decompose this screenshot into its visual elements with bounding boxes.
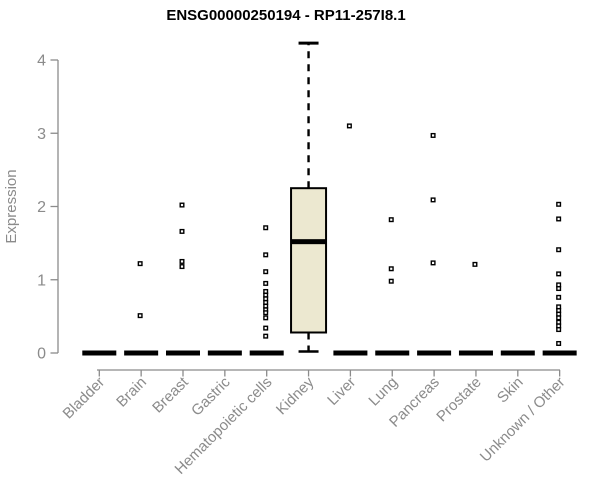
outlier-point	[179, 228, 185, 234]
x-category-label: Prostate	[433, 374, 485, 426]
zero-median-bar	[375, 350, 410, 356]
y-tick-label: 4	[37, 53, 46, 70]
outlier-point	[179, 264, 185, 270]
outlier-point	[263, 325, 269, 331]
outlier-point	[430, 197, 436, 203]
chart-title: ENSG00000250194 - RP11-257I8.1	[166, 7, 405, 24]
outlier-point	[263, 269, 269, 275]
outlier-point	[263, 315, 269, 321]
y-tick-label: 1	[37, 272, 46, 289]
outlier-point	[556, 294, 562, 300]
x-category-label: Bladder	[60, 374, 109, 423]
outlier-point	[137, 313, 143, 319]
zero-median-bar	[333, 350, 368, 356]
outlier-point	[556, 286, 562, 292]
zero-median-bar	[124, 350, 159, 356]
outlier-point	[556, 315, 562, 321]
outlier-point	[263, 280, 269, 286]
x-category-label: Liver	[324, 374, 359, 409]
x-category-label: Kidney	[273, 373, 318, 418]
outlier-point	[263, 310, 269, 316]
outlier-point	[263, 225, 269, 231]
x-category-label: Brain	[113, 374, 150, 411]
outlier-point	[472, 261, 478, 267]
outlier-point	[430, 260, 436, 266]
zero-median-bar	[542, 350, 577, 356]
y-axis-label: Expression	[3, 169, 20, 243]
median-line	[291, 239, 327, 245]
y-tick-label: 0	[37, 346, 46, 363]
outlier-point	[556, 340, 562, 346]
outlier-point	[388, 217, 394, 223]
outlier-point	[388, 278, 394, 284]
outlier-point	[430, 132, 436, 138]
x-category-label: Breast	[149, 373, 192, 416]
outlier-point	[556, 247, 562, 253]
outlier-point	[556, 216, 562, 222]
outlier-point	[556, 201, 562, 207]
zero-median-bar	[249, 350, 284, 356]
outlier-point	[556, 327, 562, 333]
y-tick-label: 3	[37, 126, 46, 143]
zero-median-bar	[82, 350, 117, 356]
box	[290, 187, 328, 334]
outlier-point	[137, 261, 143, 267]
outlier-point	[179, 258, 185, 264]
outlier-point	[263, 252, 269, 258]
outlier-point	[346, 123, 352, 129]
x-category-label: Skin	[494, 374, 527, 407]
y-tick-label: 2	[37, 199, 46, 216]
x-category-label: Lung	[365, 374, 401, 410]
zero-median-bar	[500, 350, 535, 356]
outlier-point	[388, 266, 394, 272]
zero-median-bar	[458, 350, 493, 356]
zero-median-bar	[207, 350, 242, 356]
outlier-point	[179, 202, 185, 208]
zero-median-bar	[166, 350, 200, 356]
outlier-point	[263, 333, 269, 339]
outlier-point	[556, 271, 562, 277]
zero-median-bar	[417, 350, 452, 356]
